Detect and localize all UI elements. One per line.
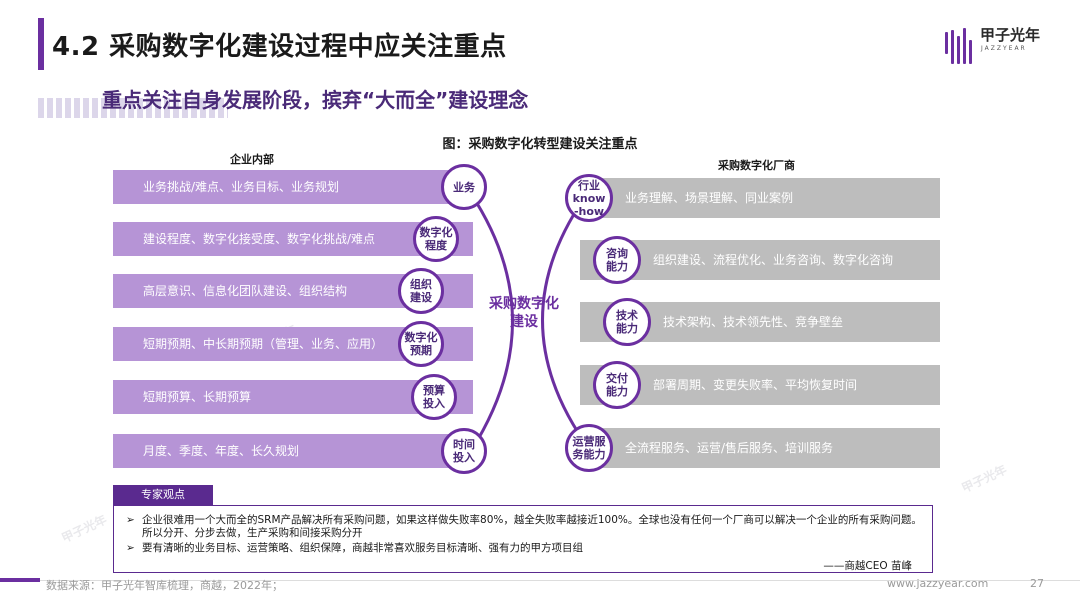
footer-accent xyxy=(0,578,40,582)
left-column-label: 企业内部 xyxy=(230,153,274,166)
left-item-circle: 时间 投入 xyxy=(441,428,487,474)
footer-divider xyxy=(0,580,1080,581)
left-item-circle: 业务 xyxy=(441,164,487,210)
right-item-bar: 全流程服务、运营/售后服务、培训服务 xyxy=(580,428,940,468)
diagram-title: 图：采购数字化转型建设关注重点 xyxy=(442,137,638,152)
right-item-circle: 咨询 能力 xyxy=(593,236,641,284)
right-item-circle: 行业 know -how xyxy=(565,174,613,222)
logo-subtext: JAZZYEAR xyxy=(981,45,1027,52)
left-item-bar: 月度、季度、年度、长久规划 xyxy=(113,434,473,468)
footer-url[interactable]: www.jazzyear.com xyxy=(887,577,989,590)
left-arc xyxy=(463,184,514,461)
right-column-label: 采购数字化厂商 xyxy=(718,159,795,172)
logo-text: 甲子光年 xyxy=(980,26,1041,44)
expert-box: ➢ 企业很难用一个大而全的SRM产品解决所有采购问题，如果这样做失败率80%，越… xyxy=(113,505,933,573)
expert-tab: 专家观点 xyxy=(113,485,213,505)
page-number: 27 xyxy=(1030,577,1044,590)
logo-icon xyxy=(945,24,1045,64)
right-item-circle: 交付 能力 xyxy=(593,361,641,409)
expert-bullet: ➢ 企业很难用一个大而全的SRM产品解决所有采购问题，如果这样做失败率80%，越… xyxy=(126,514,922,540)
arrow-bullet-icon: ➢ xyxy=(126,514,135,526)
left-item-circle: 组织 建设 xyxy=(398,268,444,314)
expert-bullet-text: 企业很难用一个大而全的SRM产品解决所有采购问题，如果这样做失败率80%，越全失… xyxy=(142,514,922,539)
left-item-circle: 数字化 程度 xyxy=(413,216,459,262)
left-item-bar: 业务挑战/难点、业务目标、业务规划 xyxy=(113,170,473,204)
footer-source: 数据来源：甲子光年智库梳理，商越，2022年； xyxy=(46,579,283,592)
title-accent-bar xyxy=(38,18,44,70)
right-arc xyxy=(541,189,592,451)
subtitle-decoration xyxy=(38,98,228,118)
arrow-bullet-icon: ➢ xyxy=(126,542,135,554)
right-item-circle: 技术 能力 xyxy=(603,298,651,346)
expert-bullet-text: 要有清晰的业务目标、运营策略、组织保障，商越非常喜欢服务目标清晰、强有力的甲方项… xyxy=(142,542,583,554)
left-item-circle: 数字化 预期 xyxy=(398,321,444,367)
page-subtitle: 重点关注自身发展阶段，摈弃“大而全”建设理念 xyxy=(102,88,529,112)
expert-bullet: ➢ 要有清晰的业务目标、运营策略、组织保障，商越非常喜欢服务目标清晰、强有力的甲… xyxy=(126,542,922,555)
left-item-circle: 预算 投入 xyxy=(411,374,457,420)
expert-signature: ——商越CEO 苗峰 xyxy=(823,560,912,572)
right-item-bar: 业务理解、场景理解、同业案例 xyxy=(580,178,940,218)
center-label: 采购数字化 建设 xyxy=(489,296,559,330)
right-item-circle: 运营服 务能力 xyxy=(565,424,613,472)
page-title: 4.2 采购数字化建设过程中应关注重点 xyxy=(52,32,507,62)
